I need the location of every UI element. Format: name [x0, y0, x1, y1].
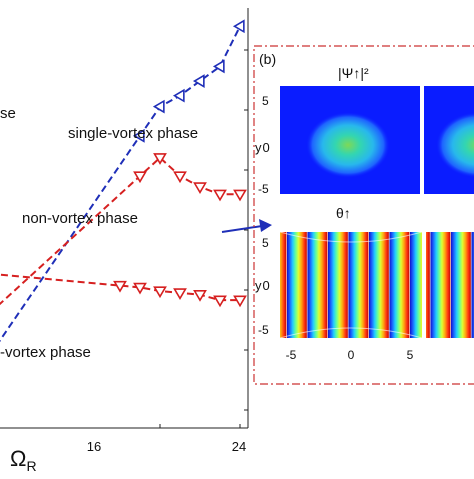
x-axis-label: ΩR — [10, 446, 37, 474]
density-map-left — [280, 86, 420, 194]
series-0-point-3 — [192, 74, 205, 88]
density-y-tick-top: 5 — [262, 94, 269, 108]
phase-y-tick-bottom: -5 — [258, 323, 269, 337]
series-2-point-4 — [193, 290, 207, 302]
panel-label-b: (b) — [259, 51, 276, 67]
series-0-point-2 — [172, 88, 185, 103]
region-label-top: se — [0, 105, 16, 122]
series-0-point-4 — [212, 59, 225, 74]
phase-map-right — [426, 232, 474, 338]
density-y-label: y0 — [255, 140, 270, 155]
series-0-point-0 — [132, 128, 145, 143]
series-1-point-4 — [213, 189, 227, 202]
series-2-point-2 — [153, 286, 167, 299]
series-1-point-5 — [233, 189, 247, 202]
region-label-single: single-vortex phase — [68, 125, 198, 142]
phase-y-tick-top: 5 — [262, 236, 269, 250]
x-tick-16: 16 — [87, 439, 101, 454]
phase-map-left — [279, 231, 423, 339]
series-0-point-1 — [152, 99, 165, 114]
series-1-point-0 — [133, 171, 147, 184]
density-title: |Ψ↑|² — [338, 65, 369, 81]
phase-title: θ↑ — [336, 205, 351, 221]
region-label-non: non-vortex phase — [22, 210, 138, 227]
region-label-bottom: -vortex phase — [0, 344, 91, 361]
panel-a-ticks — [159, 49, 248, 428]
phase-x-tick-0: 0 — [348, 348, 355, 362]
x-tick-24: 24 — [232, 439, 246, 454]
series-1-point-3 — [193, 182, 207, 195]
series-2-point-1 — [133, 282, 147, 295]
series-2-point-6 — [233, 295, 247, 308]
series-0-point-5 — [232, 19, 245, 34]
series-2-point-3 — [173, 288, 187, 300]
inset-panel-b: (b) |Ψ↑|² 5 y0 -5 θ↑ 5 y0 -5 -5 0 — [253, 45, 474, 385]
phase-y-label: y0 — [255, 278, 270, 293]
phase-diagram-panel: se single-vortex phase non-vortex phase … — [0, 8, 249, 474]
series-1-point-2 — [173, 171, 187, 184]
series-2-point-0 — [113, 280, 127, 293]
inset-frame — [253, 45, 474, 385]
density-map-right — [424, 86, 474, 194]
phase-x-tick-neg5: -5 — [286, 348, 297, 362]
arrow-to-panel-b — [221, 219, 272, 233]
series-1-point-1 — [153, 153, 167, 165]
series-2-point-5 — [213, 295, 227, 308]
panel-a-series — [0, 19, 247, 343]
phase-x-tick-5: 5 — [407, 348, 414, 362]
density-y-tick-bottom: -5 — [258, 182, 269, 196]
